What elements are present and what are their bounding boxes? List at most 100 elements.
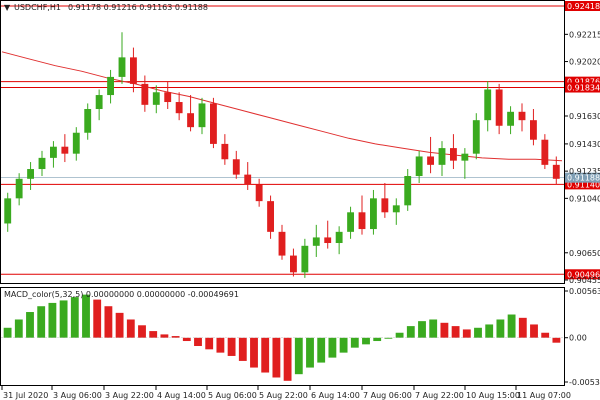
macd-bar (272, 337, 281, 378)
candle-body (27, 169, 34, 179)
macd-bar (552, 337, 561, 343)
current-price-tag (565, 172, 600, 183)
time-tick-label: 5 Aug 22:00 (259, 391, 308, 400)
macd-axis: 0.005637 0.00 -0.005343 (564, 287, 600, 387)
candle-body (415, 156, 423, 177)
macd-bar (48, 302, 57, 338)
candles (4, 32, 560, 278)
macd-bar (149, 331, 158, 338)
symbol-label: USDCHF,H1 (14, 3, 61, 12)
candle-body (278, 231, 286, 256)
candle-body (141, 83, 149, 105)
candle-body (61, 146, 69, 154)
candle-body (541, 139, 549, 165)
time-tick-label: 31 Jul 2020 (3, 391, 48, 400)
candle-body (210, 103, 217, 144)
macd-bar (37, 306, 46, 338)
candle-body (530, 120, 537, 140)
candle-body (312, 237, 320, 246)
time-axis[interactable]: 31 Jul 2020 3 Aug 06:00 3 Aug 22:00 4 Aug 1… (1, 386, 571, 400)
macd-bar (328, 337, 337, 358)
macd-bar (384, 337, 393, 339)
macd-bar (395, 332, 404, 338)
candle-body (404, 176, 412, 206)
price-axis[interactable]: 0.92215 0.92020 0.91630 0.91430 0.91235 0.910… (564, 30, 600, 285)
macd-bar (373, 337, 382, 342)
macd-bar (350, 337, 359, 348)
candle-body (175, 102, 183, 114)
candle-body (244, 174, 252, 185)
time-tick-label: 7 Aug 22:00 (415, 391, 464, 400)
current-price-label: 0.91188 (567, 174, 600, 183)
candle-body (427, 156, 434, 165)
macd-bar (418, 321, 426, 338)
candle-body (381, 198, 389, 213)
macd-bar (261, 337, 270, 373)
ma-line (1, 51, 563, 162)
macd-bar (171, 336, 180, 338)
candle-body (50, 146, 57, 158)
candle-body (484, 89, 492, 121)
candle-body (152, 92, 160, 105)
time-tick-label: 10 Aug 15:00 (466, 391, 520, 400)
price-tick-label: 0.91630 (569, 112, 600, 121)
level-tag (565, 269, 600, 280)
price-tick-label: 0.91235 (569, 167, 600, 176)
macd-bar (474, 327, 482, 338)
level-tag (565, 1, 600, 11)
macd-bar (507, 314, 516, 338)
candle-body (290, 255, 297, 273)
macd-bar (14, 319, 23, 338)
candle-body (221, 143, 229, 160)
candle-body (4, 198, 12, 224)
candle-body (255, 184, 263, 202)
candle-body (335, 231, 343, 244)
price-tick-label: 0.91040 (569, 194, 600, 203)
macd-bar (26, 312, 34, 338)
time-tick-label: 7 Aug 06:00 (363, 391, 412, 400)
chart-menu-arrow-icon[interactable]: ▼ (4, 3, 11, 12)
macd-bar (70, 297, 79, 338)
candle-body (472, 120, 480, 154)
price-tick-label: 0.90650 (569, 249, 600, 258)
macd-bar (59, 300, 68, 338)
price-tick-label: 0.91430 (569, 140, 600, 149)
macd-bar (406, 326, 415, 338)
price-tick-label: 0.92020 (569, 58, 600, 67)
candle-body (187, 113, 194, 128)
macd-tick-label: 0.005637 (569, 287, 600, 296)
macd-tick-label: 0.00 (569, 334, 587, 343)
macd-bar (227, 337, 236, 356)
macd-bar (496, 319, 505, 338)
macd-bar (283, 337, 292, 381)
candle-body (95, 95, 103, 110)
macd-bar (115, 312, 124, 338)
time-tick-label: 11 Aug 07:00 (517, 391, 571, 400)
macd-bar (216, 337, 225, 353)
candle-body (72, 132, 80, 154)
macd-bar (138, 325, 146, 338)
candle-body (507, 111, 514, 126)
macd-bar (205, 337, 214, 350)
candle-body (38, 157, 46, 170)
candle-body (232, 159, 240, 175)
price-tick-label: 0.90455 (569, 276, 600, 285)
time-tick-label: 5 Aug 06:00 (208, 391, 257, 400)
candle-body (118, 57, 126, 77)
candle-body (15, 178, 23, 199)
level-tag-label: 0.91834 (567, 84, 600, 93)
candle-body (358, 212, 366, 230)
candle-body (552, 164, 560, 179)
level-tag (565, 179, 600, 190)
macd-tick-label: -0.005343 (569, 378, 600, 387)
macd-bar (462, 329, 471, 338)
level-tag-label: 0.90496 (567, 270, 600, 279)
candle-body (130, 57, 137, 84)
macd-bar (306, 337, 314, 368)
level-tag-label: 0.92418 (567, 2, 600, 11)
time-tick-label: 4 Aug 14:00 (157, 391, 206, 400)
macd-bar (160, 334, 169, 338)
